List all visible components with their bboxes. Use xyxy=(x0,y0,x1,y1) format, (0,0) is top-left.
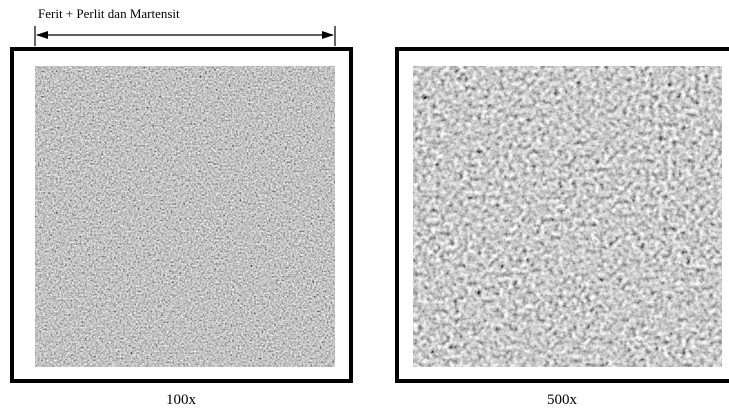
micrograph xyxy=(413,66,722,367)
annotation-text: Ferit + Perlit dan Martensit xyxy=(38,6,180,21)
panel-label: 500x xyxy=(547,392,578,408)
arrow-head xyxy=(36,31,48,39)
arrow-head xyxy=(322,31,334,39)
micrograph xyxy=(35,66,335,367)
page: Ferit + Perlit dan Martensit 100x 500x (… xyxy=(0,0,729,412)
figure: Ferit + Perlit dan Martensit 100x 500x xyxy=(0,0,729,412)
annotation-arrow xyxy=(35,26,335,46)
panel-label: 100x xyxy=(166,392,197,408)
